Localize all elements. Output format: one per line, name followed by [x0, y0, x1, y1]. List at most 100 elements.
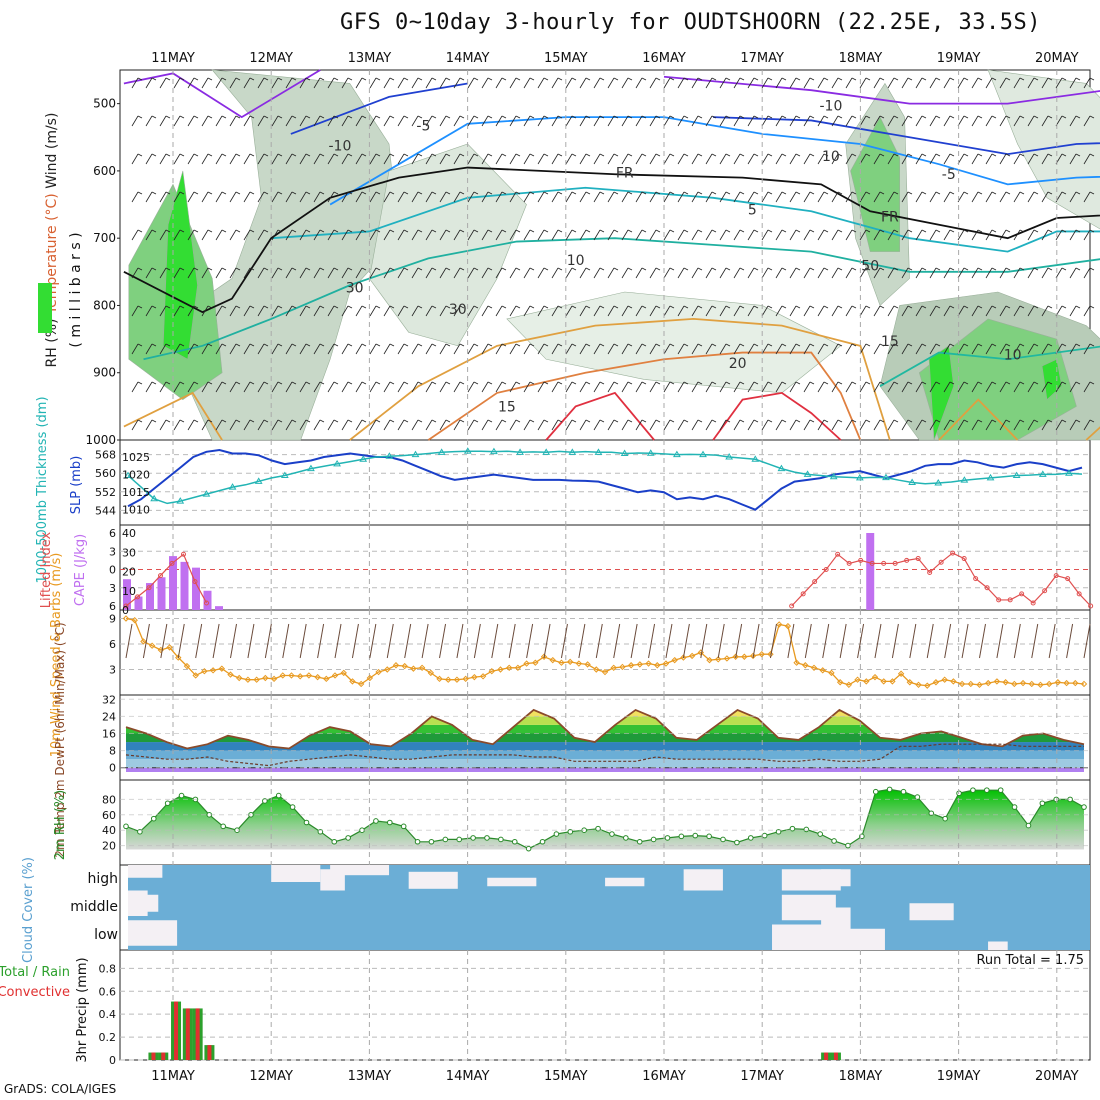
wind-barb — [327, 267, 335, 279]
date-label-top: 11MAY — [151, 51, 195, 66]
contour-label: FR — [881, 209, 899, 225]
wind-barb-flag — [207, 191, 213, 195]
wind-speed-point — [784, 622, 792, 630]
wind-barb-flag — [1005, 267, 1011, 271]
wind-barb-flag — [221, 343, 227, 347]
wind-barb-flag — [263, 115, 269, 119]
wind-barb — [1013, 77, 1021, 89]
wind-barb — [481, 191, 489, 203]
wind-barb-flag — [669, 229, 675, 233]
wind-barb-flag — [1061, 305, 1067, 309]
wind-barb-flag — [361, 77, 367, 81]
wind-barb — [845, 77, 853, 89]
wind-barb — [915, 267, 923, 279]
wind-barb — [369, 419, 377, 431]
wind-barb-flag — [347, 115, 353, 119]
lifted-index-point — [1007, 597, 1013, 603]
wind-barb — [579, 115, 587, 127]
wind-barb-flag — [179, 115, 185, 119]
wind-barb — [831, 191, 839, 203]
wind-barb — [775, 381, 783, 393]
wind-barb-flag — [249, 343, 255, 347]
wind-barb-flag — [235, 343, 241, 347]
wind-barb-flag — [683, 153, 689, 157]
wind-speed-point — [410, 665, 417, 672]
thickness-marker — [254, 477, 263, 484]
wind-barb — [985, 381, 993, 393]
wind-barb — [369, 229, 377, 241]
temp-tick: 32 — [102, 693, 116, 706]
wind-barb-flag — [991, 153, 997, 157]
wind-barb — [257, 115, 265, 127]
wind-barb — [159, 343, 167, 355]
wind-speed-point — [392, 662, 400, 669]
wind-barb-flag — [151, 153, 157, 157]
wind-barb-flag — [193, 153, 199, 157]
wind-barb — [859, 267, 867, 279]
wind-barb-flag — [795, 115, 801, 119]
wind-barb-flag — [837, 343, 843, 347]
wind-barb — [817, 115, 825, 127]
wind-barb — [495, 343, 503, 355]
wind-speed-point — [418, 664, 426, 672]
wind-barb — [159, 381, 167, 393]
wind-barb-flag — [977, 229, 983, 233]
wind-barb — [845, 305, 853, 317]
wind-barb — [663, 191, 671, 203]
wind-barb-flag — [557, 305, 563, 309]
wind-barb-flag — [1033, 115, 1039, 119]
wind-barb-flag — [809, 229, 815, 233]
wind-barb-flag — [375, 77, 381, 81]
wind-barb — [1013, 343, 1021, 355]
wind-barb — [761, 419, 769, 431]
wind-barb — [1041, 77, 1049, 89]
wind-barb-flag — [851, 153, 857, 157]
wind-barb — [131, 419, 139, 431]
wind-barb — [1041, 229, 1049, 241]
wind-barb — [677, 305, 685, 317]
cloud-ylabel: Cloud Cover (%) — [21, 857, 36, 963]
wind-barb — [1013, 115, 1021, 127]
wind-speed-point — [749, 652, 757, 660]
temperature-contour — [123, 69, 321, 119]
wind-barb — [839, 623, 847, 659]
wind-barb — [705, 77, 713, 89]
wind-barb-flag — [949, 229, 955, 233]
wind-speed-point — [331, 672, 339, 679]
wind-barb — [943, 153, 951, 165]
wind-barb — [663, 153, 671, 165]
wind-barb-flag — [529, 153, 535, 157]
wind-barb — [453, 77, 461, 89]
wind-barb-flag — [249, 305, 255, 309]
wind-barb — [327, 77, 335, 89]
temperature-contour — [349, 318, 891, 441]
wind-barb-flag — [445, 343, 451, 347]
date-label-top: 16MAY — [642, 51, 686, 66]
wind-barb-flag — [1061, 115, 1067, 119]
temperature-contour — [123, 391, 223, 441]
wind-barb-flag — [193, 343, 199, 347]
wind-barb — [341, 305, 349, 317]
wind-barb-flag — [907, 229, 913, 233]
lifted-index-point — [789, 603, 795, 609]
wind-barb-flag — [515, 381, 521, 385]
wind-speed-point — [505, 664, 513, 672]
wind-barb — [215, 343, 223, 355]
wind-barb-flag — [753, 343, 759, 347]
temp-tick: 0 — [109, 762, 116, 775]
wind-barb-flag — [151, 381, 157, 385]
wind-speed-point — [950, 678, 957, 685]
wind-speed-point — [723, 655, 731, 662]
wind-barb — [635, 343, 643, 355]
wind-barb — [635, 419, 643, 431]
cloud-block — [605, 877, 645, 887]
wind-speed-point — [523, 660, 530, 667]
pressure-tick: 500 — [93, 97, 116, 111]
wind-barb — [411, 229, 419, 241]
wind-barb-flag — [361, 419, 367, 423]
wind-barb-flag — [291, 305, 297, 309]
cloud-block — [487, 877, 537, 887]
wind-barb — [299, 191, 307, 203]
wind-barb — [859, 191, 867, 203]
wind-barb — [1083, 115, 1091, 127]
